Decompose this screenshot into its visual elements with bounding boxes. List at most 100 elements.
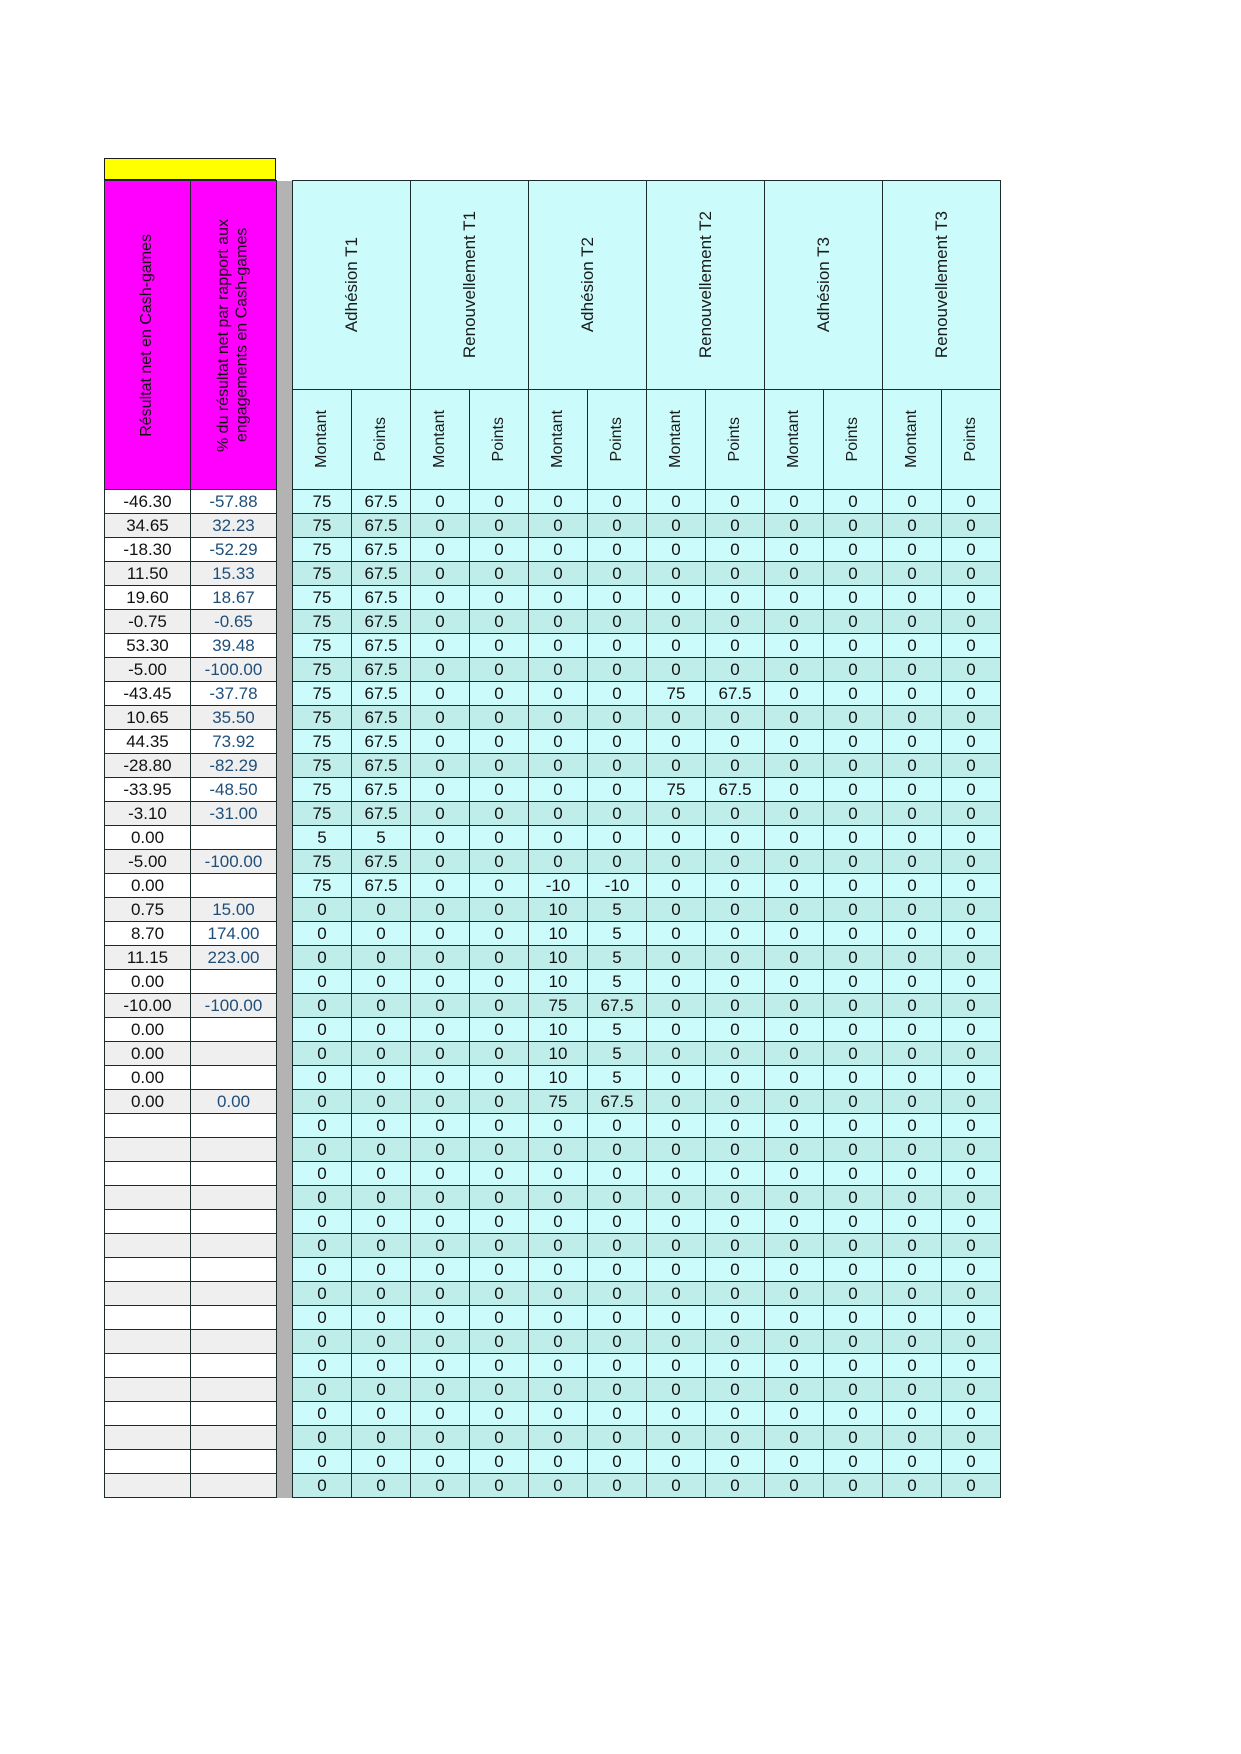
cell-net-result[interactable]: 0.00 [104, 969, 191, 994]
cell-points-4[interactable]: 0 [705, 1017, 765, 1042]
cell-montant-6[interactable]: 0 [882, 873, 942, 898]
cell-points-4[interactable]: 0 [705, 1209, 765, 1234]
cell-points-4[interactable]: 0 [705, 921, 765, 946]
cell-points-6[interactable]: 0 [941, 1209, 1001, 1234]
cell-net-result-percent[interactable]: -100.00 [190, 993, 277, 1018]
cell-points-1[interactable]: 0 [351, 969, 411, 994]
cell-points-4[interactable]: 0 [705, 705, 765, 730]
cell-net-result-percent[interactable] [190, 1113, 277, 1138]
cell-points-4[interactable]: 0 [705, 801, 765, 826]
cell-points-5[interactable]: 0 [823, 777, 883, 802]
cell-net-result-percent[interactable]: -31.00 [190, 801, 277, 826]
cell-net-result[interactable]: 44.35 [104, 729, 191, 754]
cell-montant-2[interactable]: 0 [410, 609, 470, 634]
cell-net-result-percent[interactable]: -57.88 [190, 489, 277, 514]
cell-points-6[interactable]: 0 [941, 585, 1001, 610]
cell-montant-6[interactable]: 0 [882, 777, 942, 802]
cell-montant-2[interactable]: 0 [410, 801, 470, 826]
group-header-renouvellement-t3[interactable]: Renouvellement T3 [882, 180, 1001, 390]
cell-montant-5[interactable]: 0 [764, 585, 824, 610]
cell-montant-2[interactable]: 0 [410, 1353, 470, 1378]
cell-points-3[interactable]: 0 [587, 1353, 647, 1378]
cell-points-1[interactable]: 0 [351, 1113, 411, 1138]
cell-points-1[interactable]: 67.5 [351, 609, 411, 634]
cell-points-6[interactable]: 0 [941, 753, 1001, 778]
cell-points-3[interactable]: 0 [587, 1329, 647, 1354]
cell-points-2[interactable]: 0 [469, 1329, 529, 1354]
cell-net-result-percent[interactable] [190, 873, 277, 898]
cell-montant-6[interactable]: 0 [882, 921, 942, 946]
cell-montant-2[interactable]: 0 [410, 633, 470, 658]
cell-points-1[interactable]: 67.5 [351, 681, 411, 706]
cell-points-4[interactable]: 0 [705, 1257, 765, 1282]
cell-points-3[interactable]: 0 [587, 729, 647, 754]
cell-points-5[interactable]: 0 [823, 609, 883, 634]
cell-montant-5[interactable]: 0 [764, 753, 824, 778]
cell-points-3[interactable]: 0 [587, 1113, 647, 1138]
cell-montant-5[interactable]: 0 [764, 1353, 824, 1378]
cell-points-3[interactable]: 0 [587, 705, 647, 730]
cell-points-3[interactable]: 0 [587, 489, 647, 514]
cell-net-result[interactable]: 19.60 [104, 585, 191, 610]
cell-montant-1[interactable]: 0 [292, 1065, 352, 1090]
cell-points-6[interactable]: 0 [941, 849, 1001, 874]
cell-montant-2[interactable]: 0 [410, 1209, 470, 1234]
cell-montant-4[interactable]: 0 [646, 1353, 706, 1378]
cell-net-result[interactable] [104, 1449, 191, 1474]
cell-points-3[interactable]: 0 [587, 849, 647, 874]
cell-montant-4[interactable]: 0 [646, 1329, 706, 1354]
cell-net-result[interactable]: -33.95 [104, 777, 191, 802]
cell-points-5[interactable]: 0 [823, 825, 883, 850]
cell-montant-4[interactable]: 0 [646, 1185, 706, 1210]
cell-points-1[interactable]: 67.5 [351, 657, 411, 682]
cell-points-4[interactable]: 0 [705, 1089, 765, 1114]
cell-montant-6[interactable]: 0 [882, 1449, 942, 1474]
cell-montant-2[interactable]: 0 [410, 1185, 470, 1210]
cell-points-1[interactable]: 67.5 [351, 489, 411, 514]
cell-points-1[interactable]: 67.5 [351, 801, 411, 826]
cell-montant-6[interactable]: 0 [882, 1353, 942, 1378]
cell-net-result-percent[interactable]: -100.00 [190, 849, 277, 874]
cell-points-5[interactable]: 0 [823, 561, 883, 586]
cell-montant-3[interactable]: 0 [528, 1401, 588, 1426]
cell-points-5[interactable]: 0 [823, 537, 883, 562]
cell-montant-3[interactable]: 0 [528, 825, 588, 850]
cell-montant-6[interactable]: 0 [882, 825, 942, 850]
cell-montant-5[interactable]: 0 [764, 1113, 824, 1138]
cell-points-6[interactable]: 0 [941, 729, 1001, 754]
cell-points-5[interactable]: 0 [823, 873, 883, 898]
cell-montant-2[interactable]: 0 [410, 1377, 470, 1402]
cell-net-result[interactable]: -10.00 [104, 993, 191, 1018]
cell-net-result[interactable]: 0.75 [104, 897, 191, 922]
cell-montant-5[interactable]: 0 [764, 633, 824, 658]
cell-points-6[interactable]: 0 [941, 969, 1001, 994]
cell-points-1[interactable]: 67.5 [351, 705, 411, 730]
cell-points-5[interactable]: 0 [823, 993, 883, 1018]
cell-montant-3[interactable]: 0 [528, 1161, 588, 1186]
cell-montant-3[interactable]: 0 [528, 753, 588, 778]
cell-montant-6[interactable]: 0 [882, 753, 942, 778]
cell-montant-1[interactable]: 75 [292, 561, 352, 586]
cell-montant-4[interactable]: 0 [646, 729, 706, 754]
cell-montant-5[interactable]: 0 [764, 1233, 824, 1258]
cell-net-result[interactable]: 8.70 [104, 921, 191, 946]
cell-montant-3[interactable]: 10 [528, 969, 588, 994]
cell-net-result[interactable] [104, 1137, 191, 1162]
cell-montant-2[interactable]: 0 [410, 993, 470, 1018]
cell-points-1[interactable]: 0 [351, 1137, 411, 1162]
cell-points-4[interactable]: 0 [705, 969, 765, 994]
cell-montant-6[interactable]: 0 [882, 1281, 942, 1306]
cell-montant-2[interactable]: 0 [410, 897, 470, 922]
cell-montant-4[interactable]: 0 [646, 1089, 706, 1114]
cell-points-1[interactable]: 0 [351, 945, 411, 970]
cell-montant-4[interactable]: 0 [646, 993, 706, 1018]
cell-montant-3[interactable]: 0 [528, 1233, 588, 1258]
cell-net-result-percent[interactable] [190, 1185, 277, 1210]
cell-montant-5[interactable]: 0 [764, 1257, 824, 1282]
cell-points-2[interactable]: 0 [469, 1065, 529, 1090]
cell-points-2[interactable]: 0 [469, 1281, 529, 1306]
cell-points-4[interactable]: 0 [705, 1425, 765, 1450]
cell-points-5[interactable]: 0 [823, 489, 883, 514]
cell-points-3[interactable]: 5 [587, 897, 647, 922]
cell-points-4[interactable]: 0 [705, 849, 765, 874]
